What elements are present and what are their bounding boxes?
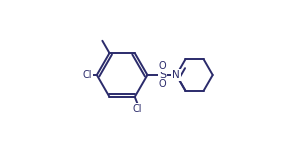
Text: N: N: [173, 70, 180, 80]
Text: O: O: [159, 61, 166, 71]
Text: S: S: [159, 70, 166, 80]
Text: O: O: [159, 79, 166, 89]
Text: Cl: Cl: [133, 104, 142, 114]
Text: Cl: Cl: [82, 70, 91, 80]
